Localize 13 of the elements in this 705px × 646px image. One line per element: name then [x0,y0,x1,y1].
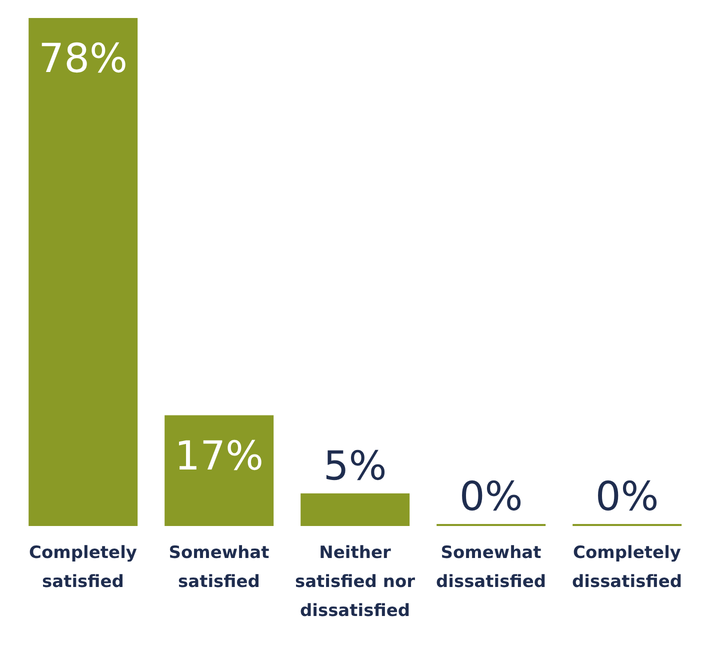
x-tick-label: Somewhat dissatisfied [436,543,546,592]
bar [164,415,274,526]
data-label: 0% [459,474,523,520]
x-tick-label: Completely satisfied [29,543,137,592]
x-tick-label: Neither satisfied nor dissatisfied [294,543,416,621]
bar [28,18,138,526]
data-label: 5% [323,443,387,490]
x-tick-label: Somewhat satisfied [168,543,270,592]
x-tick-label: Completely dissatisfied [572,543,682,592]
bar [300,493,410,526]
data-label: 17% [174,433,264,480]
data-label: 0% [595,474,659,520]
data-label: 78% [38,36,128,82]
